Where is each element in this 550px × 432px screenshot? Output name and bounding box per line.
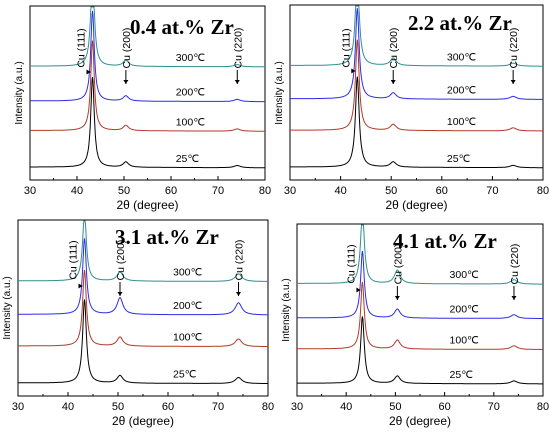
series-label: 300℃ (176, 52, 206, 64)
series-line-300C (297, 224, 543, 285)
x-tick-label: 70 (212, 401, 224, 413)
chart-panel-4: 30 40 50 60 70 80 2θ (degree) Intensity (a.u.) 4… (281, 223, 549, 428)
x-tick-label: 80 (537, 401, 549, 413)
series-line-100C (18, 270, 268, 348)
peak-label: Cu (200) (121, 28, 133, 69)
series-label: 200℃ (450, 304, 480, 316)
peak-label: Cu (220) (509, 244, 521, 285)
x-tick-label: 30 (24, 185, 36, 197)
x-tick-label: 60 (162, 401, 174, 413)
x-tick-label: 30 (291, 401, 303, 413)
peak-label: Cu (220) (232, 28, 244, 69)
peak-arrowhead (356, 287, 361, 293)
series-label: 25℃ (173, 369, 197, 381)
x-axis-label: 2θ (degree) (116, 198, 178, 212)
series-line-100C (30, 40, 265, 132)
x-tick-label: 40 (71, 185, 83, 197)
x-axis-label: 2θ (degree) (389, 414, 451, 428)
peak-label: Cu (200) (115, 240, 127, 281)
x-tick-label: 60 (165, 185, 177, 197)
x-tick-label: 70 (488, 401, 500, 413)
series-line-300C (290, 5, 543, 67)
chart-title: 4.1 at.% Zr (393, 229, 497, 253)
x-tick-label: 40 (334, 185, 346, 197)
x-tick-label: 70 (486, 185, 498, 197)
x-tick-label: 30 (284, 185, 296, 197)
x-tick-label: 40 (62, 401, 74, 413)
peak-arrowhead (511, 296, 517, 300)
chart-panel-3: 30 40 50 60 70 80 2θ (degree) Intensity (a.u.) 3… (2, 219, 274, 428)
peak-arrowhead (117, 292, 123, 296)
x-tick-label: 40 (340, 401, 352, 413)
peak-arrowhead (351, 68, 356, 74)
x-tick-label: 80 (259, 185, 271, 197)
x-tick-label: 30 (12, 401, 24, 413)
x-tick-label: 50 (112, 401, 124, 413)
peak-label: Cu (200) (392, 244, 404, 285)
series-line-25C (290, 76, 543, 169)
y-axis-label: Intensity (a.u.) (274, 61, 285, 124)
series-label: 25℃ (447, 153, 471, 165)
peak-label: Cu (111) (345, 244, 357, 283)
series-line-200C (297, 251, 543, 319)
peak-arrowhead (394, 296, 400, 300)
series-line-25C (30, 77, 265, 169)
peak-label: Cu (220) (508, 28, 520, 69)
peak-arrowhead (78, 283, 83, 289)
series-line-25C (297, 316, 543, 385)
x-axis-label: 2θ (degree) (385, 198, 447, 212)
chart-title: 0.4 at.% Zr (130, 15, 234, 39)
series-line-200C (18, 238, 268, 316)
x-axis-label: 2θ (degree) (112, 414, 174, 428)
x-tick-label: 80 (262, 401, 274, 413)
x-tick-label: 80 (537, 185, 549, 197)
y-axis-label: Intensity (a.u.) (281, 278, 292, 341)
x-tick-label: 50 (385, 185, 397, 197)
peak-label: Cu (111) (76, 28, 88, 67)
chart-title: 3.1 at.% Zr (115, 225, 219, 249)
y-axis-label: Intensity (a.u.) (14, 61, 25, 124)
peak-label: Cu (111) (68, 240, 80, 279)
series-label: 100℃ (447, 116, 477, 128)
x-tick-label: 60 (438, 401, 450, 413)
series-label: 200℃ (447, 85, 477, 97)
peak-label: Cu (111) (340, 28, 352, 67)
series-label: 25℃ (176, 153, 200, 165)
series-label: 300℃ (173, 267, 203, 279)
chart-panel-1: 30 40 50 60 70 80 2θ (degree) Intensity (a.u.) 0… (14, 5, 271, 212)
series-line-100C (297, 282, 543, 350)
y-axis-label: Intensity (a.u.) (2, 276, 13, 339)
peak-label: Cu (200) (388, 28, 400, 69)
series-label: 200℃ (173, 300, 203, 312)
series-label: 100℃ (176, 116, 206, 128)
peak-label: Cu (220) (234, 240, 246, 281)
series-line-200C (290, 8, 543, 100)
series-label: 100℃ (173, 332, 203, 344)
peak-arrowhead (86, 69, 91, 75)
x-tick-label: 70 (212, 185, 224, 197)
peak-arrowhead (390, 80, 396, 84)
series-line-100C (290, 39, 543, 132)
series-label: 100℃ (450, 335, 480, 347)
x-tick-label: 60 (436, 185, 448, 197)
series-line-25C (18, 299, 269, 385)
series-label: 200℃ (176, 87, 206, 99)
x-tick-label: 50 (118, 185, 130, 197)
chart-panel-2: 30 40 50 60 70 80 2θ (degree) Intensity (a.u.) 2… (274, 4, 549, 212)
series-label: 300℃ (447, 51, 477, 63)
peak-arrowhead (123, 80, 129, 84)
peak-arrowhead (236, 292, 241, 296)
series-label: 300℃ (450, 269, 480, 281)
series-label: 25℃ (450, 369, 474, 381)
peak-arrowhead (510, 80, 516, 84)
peak-arrowhead (234, 80, 240, 84)
series-line-200C (30, 10, 265, 103)
x-tick-label: 50 (389, 401, 401, 413)
series-line-300C (18, 220, 268, 282)
chart-title: 2.2 at.% Zr (408, 11, 512, 35)
series-line-300C (30, 6, 265, 68)
